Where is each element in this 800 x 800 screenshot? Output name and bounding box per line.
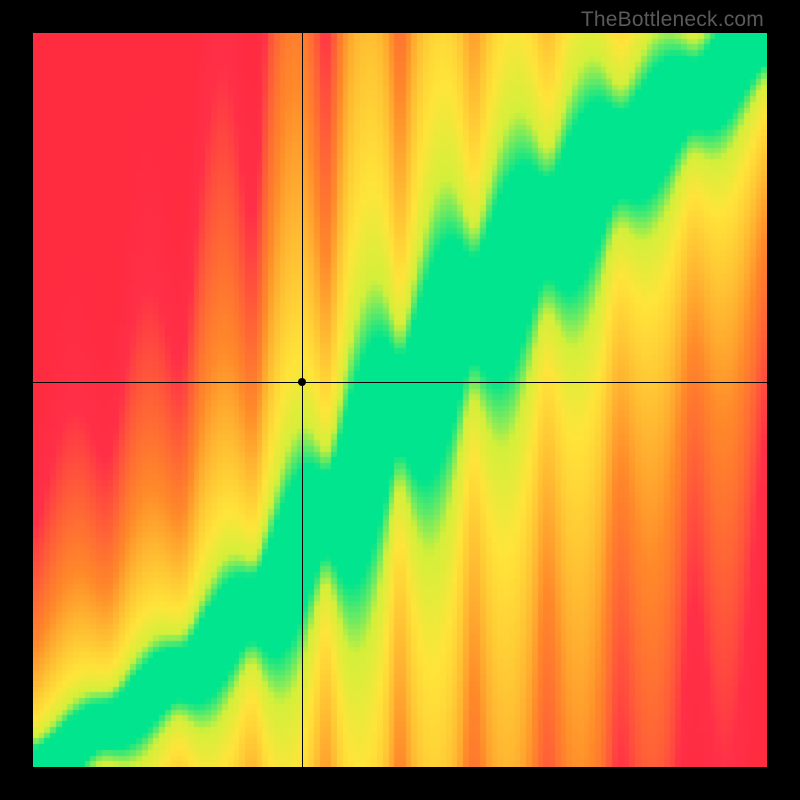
marker-tick-below xyxy=(302,382,303,409)
crosshair-horizontal xyxy=(33,382,767,383)
heatmap-canvas xyxy=(33,33,767,767)
marker-point xyxy=(298,378,306,386)
plot-area xyxy=(33,33,767,767)
watermark-text: TheBottleneck.com xyxy=(581,8,764,32)
